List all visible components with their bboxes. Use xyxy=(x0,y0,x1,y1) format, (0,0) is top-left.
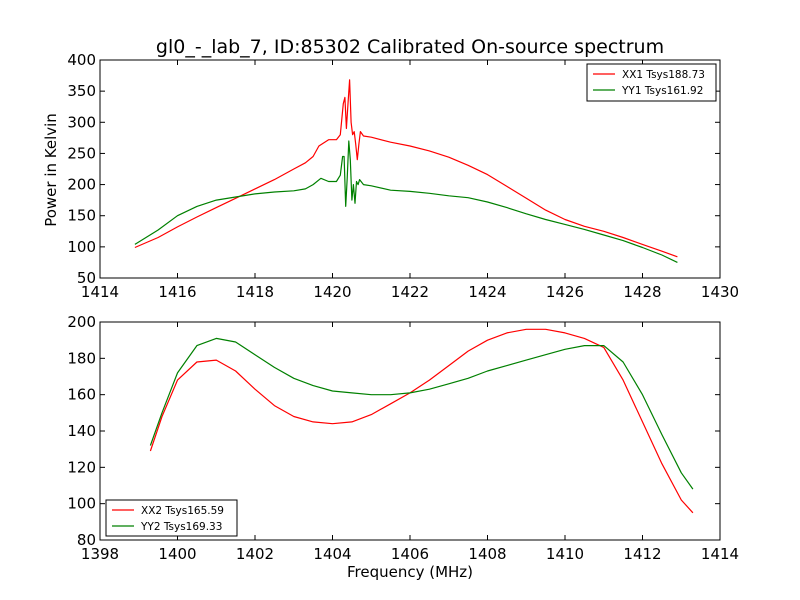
legend: XX2 Tsys165.59 YY2 Tsys169.33 xyxy=(105,499,238,537)
y-tick-label: 200 xyxy=(67,176,96,194)
legend-entry-1: XX1 Tsys188.73 xyxy=(622,69,705,81)
x-tick-label: 1406 xyxy=(391,545,429,563)
x-tick-label: 1426 xyxy=(546,283,584,301)
y-tick-label: 400 xyxy=(67,51,96,69)
y-tick-label: 140 xyxy=(67,422,96,440)
chart-title: gl0_-_lab_7, ID:85302 Calibrated On-sour… xyxy=(156,36,664,58)
legend-entry-1: XX2 Tsys165.59 xyxy=(141,505,224,517)
legend-entry-2: YY1 Tsys161.92 xyxy=(621,85,703,97)
legend-box xyxy=(105,499,238,537)
series-line-2 xyxy=(149,337,694,490)
top-panel: 1414 1416 1418 1420 1422 1424 1426 1428 1430 50 10… xyxy=(67,51,739,301)
series-lines xyxy=(149,328,694,514)
x-tick-label: 1414 xyxy=(701,545,739,563)
x-tick-label: 1410 xyxy=(546,545,584,563)
y-tick-label: 180 xyxy=(67,349,96,367)
x-tick-label: 1418 xyxy=(236,283,274,301)
y-tick-label: 50 xyxy=(77,269,96,287)
x-tick-label: 1412 xyxy=(623,545,661,563)
x-tick-label: 1424 xyxy=(468,283,506,301)
y-axis-label: Power in Kelvin xyxy=(42,113,60,227)
legend-entry-2: YY2 Tsys169.33 xyxy=(140,521,222,533)
x-tick-label: 1414 xyxy=(81,283,119,301)
x-tick-label: 1416 xyxy=(158,283,196,301)
series-line-1 xyxy=(149,328,694,514)
series-lines xyxy=(134,79,678,263)
x-tick-label: 1404 xyxy=(313,545,351,563)
bottom-panel: 1398 1400 1402 1404 1406 1408 1410 1412 1414 80 10… xyxy=(67,313,739,563)
x-axis-label: Frequency (MHz) xyxy=(347,563,473,581)
x-tick-label: 1400 xyxy=(158,545,196,563)
series-line-2 xyxy=(134,140,678,263)
legend-box xyxy=(586,63,717,102)
y-tick-label: 160 xyxy=(67,386,96,404)
legend: XX1 Tsys188.73 YY1 Tsys161.92 xyxy=(586,63,717,102)
y-tick-label: 150 xyxy=(67,207,96,225)
x-tick-label: 1408 xyxy=(468,545,506,563)
x-tick-label: 1420 xyxy=(313,283,351,301)
y-tick-label: 300 xyxy=(67,113,96,131)
y-tick-label: 250 xyxy=(67,144,96,162)
y-tick-label: 120 xyxy=(67,458,96,476)
y-tick-label: 350 xyxy=(67,82,96,100)
x-tick-label: 1398 xyxy=(81,545,119,563)
y-tick-label: 100 xyxy=(67,495,96,513)
y-tick-label: 100 xyxy=(67,238,96,256)
y-tick-label: 80 xyxy=(77,531,96,549)
series-line-1 xyxy=(134,79,678,258)
x-tick-label: 1428 xyxy=(623,283,661,301)
x-tick-label: 1402 xyxy=(236,545,274,563)
x-tick-label: 1430 xyxy=(701,283,739,301)
x-tick-label: 1422 xyxy=(391,283,429,301)
y-tick-label: 200 xyxy=(67,313,96,331)
